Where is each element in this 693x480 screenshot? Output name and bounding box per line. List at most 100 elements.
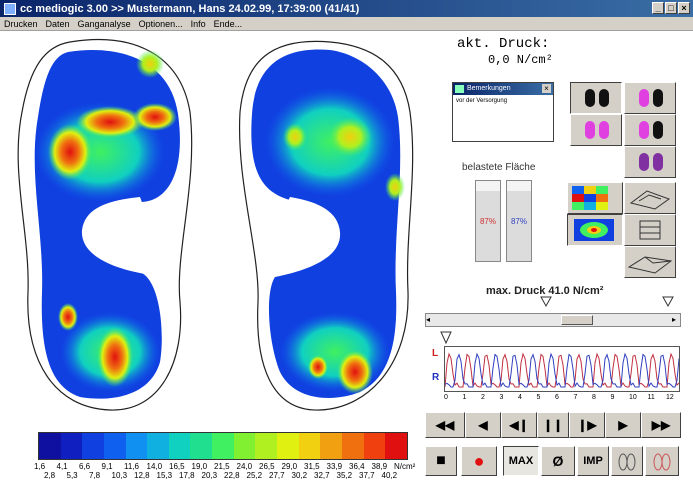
scale-tick: 4,1 [56, 462, 68, 471]
record-button[interactable]: ● [461, 446, 497, 476]
scale-swatch [298, 433, 321, 459]
scale-tick: 36,4 [349, 462, 365, 471]
foot-outline-button[interactable] [611, 446, 643, 476]
menu-info[interactable]: Info [190, 18, 206, 29]
max-mode-button[interactable]: MAX [503, 446, 539, 476]
gait-left-label: L [432, 348, 439, 359]
scale-swatch [233, 433, 256, 459]
view-left-magenta-right-black-button[interactable] [624, 82, 676, 114]
gait-tick: 11 [647, 394, 655, 401]
play-button[interactable]: ▶ [605, 412, 641, 438]
foot-left-icon [585, 121, 595, 139]
scale-tick: 24,0 [236, 462, 253, 471]
foot-pressure-overlay-button[interactable] [645, 446, 679, 476]
left-area-fill [476, 191, 500, 261]
fast-forward-button[interactable]: ▶▶ [641, 412, 681, 438]
scale-swatch [82, 433, 104, 459]
menu-optionen[interactable]: Optionen... [138, 18, 183, 29]
pause-button[interactable]: ❙❙ [537, 412, 569, 438]
surface-icon [627, 256, 673, 274]
gait-tick: 2 [481, 394, 485, 401]
menu-ende[interactable]: Ende... [213, 18, 243, 29]
gait-tick: 0 [444, 394, 448, 401]
slider-right-arrow-icon[interactable]: ▸ [672, 315, 677, 324]
view-left-black-right-magenta-button[interactable] [624, 114, 676, 146]
title-bar: cc mediogic 3.00 >> Mustermann, Hans 24.… [0, 0, 693, 17]
minimize-button[interactable]: _ [652, 2, 664, 14]
menu-daten[interactable]: Daten [45, 18, 70, 29]
foot-pressure-map [17, 38, 414, 411]
scale-tick: 33,9 [326, 462, 343, 471]
average-mode-button[interactable]: Ø [541, 446, 575, 476]
heatmap-view-button[interactable] [567, 214, 623, 246]
view-both-feet-magenta-button[interactable] [570, 114, 622, 146]
scale-tick: 38,9 [371, 462, 388, 471]
scale-tick: 29,0 [281, 462, 298, 471]
frame-slider[interactable] [425, 313, 681, 327]
scale-tick: 20,3 [201, 471, 218, 480]
view-both-feet-black-button[interactable] [570, 82, 622, 114]
gait-line-plot[interactable] [444, 346, 680, 392]
grid-icon [572, 186, 608, 210]
heatmap-icon [574, 219, 614, 241]
scale-tick: 10,3 [111, 471, 128, 480]
view-both-feet-purple-button[interactable] [624, 146, 676, 178]
notes-close-button[interactable]: × [542, 84, 551, 93]
right-area-gauge: 87% [506, 180, 532, 262]
notes-window[interactable]: Bemerkungen × vor der Versorgung [452, 82, 554, 142]
menu-ganganalyse[interactable]: Ganganalyse [77, 18, 131, 29]
scale-swatch [363, 433, 386, 459]
back-button[interactable]: ◀ [465, 412, 501, 438]
grid-view-button[interactable] [567, 182, 623, 214]
foot-right-icon [653, 89, 663, 107]
maximize-button[interactable]: □ [665, 2, 677, 14]
scale-tick: 14,0 [146, 462, 163, 471]
range-start-marker-icon[interactable] [540, 296, 552, 308]
scale-tick: 16,5 [169, 462, 185, 471]
rewind-button[interactable]: ◀◀ [425, 412, 465, 438]
scale-tick: 12,8 [134, 471, 150, 480]
left-arch-gap [81, 197, 149, 274]
scale-tick: N/cm² [394, 462, 416, 471]
gait-tick: 5 [536, 394, 541, 401]
range-end-marker-icon[interactable] [662, 296, 674, 308]
gait-tick: 9 [610, 394, 615, 401]
scale-swatch [39, 433, 61, 459]
scale-tick: 9,1 [101, 462, 113, 471]
scale-tick: 27,7 [269, 471, 285, 480]
gait-tick: 1 [462, 394, 467, 401]
close-button[interactable]: × [678, 2, 690, 14]
3d-view-button[interactable] [624, 182, 676, 214]
feet-overlay-icon [653, 453, 671, 471]
menu-drucken[interactable]: Drucken [4, 18, 38, 29]
step-back-button[interactable]: ◀❙ [501, 412, 537, 438]
stop-button[interactable]: ■ [425, 446, 457, 476]
slider-left-arrow-icon[interactable]: ◂ [426, 315, 431, 324]
scale-tick: 37,7 [359, 471, 375, 480]
gait-position-marker-icon[interactable] [440, 331, 452, 345]
step-forward-button[interactable]: ❙▶ [569, 412, 605, 438]
scale-swatch [320, 433, 342, 459]
foot-right-icon [653, 121, 663, 139]
notes-titlebar[interactable]: Bemerkungen × [453, 83, 553, 95]
window-title: cc mediogic 3.00 >> Mustermann, Hans 24.… [20, 2, 360, 15]
frame-slider-thumb[interactable] [561, 315, 593, 325]
scale-tick: 1,6 [34, 462, 46, 471]
scale-tick: 40,2 [381, 471, 398, 480]
surface-view-button[interactable] [624, 246, 676, 278]
foot-right-icon [653, 153, 663, 171]
right-area-fill [507, 191, 531, 261]
isobar-view-button[interactable] [624, 214, 676, 246]
max-pressure-label: max. Druck 41.0 N/cm² [486, 285, 604, 297]
gait-waveform [445, 352, 679, 388]
current-pressure-label: akt. Druck: [457, 36, 550, 52]
notes-text: vor der Versorgung [456, 98, 508, 104]
scale-tick: 31,5 [304, 462, 320, 471]
foot-right-icon [599, 121, 609, 139]
loaded-area-label: belastete Fläche [462, 162, 536, 173]
scale-tick: 5,3 [66, 471, 78, 480]
notes-icon [455, 85, 464, 93]
scale-tick: 21,5 [214, 462, 230, 471]
impulse-mode-button[interactable]: IMP [577, 446, 609, 476]
notes-title: Bemerkungen [467, 85, 511, 92]
